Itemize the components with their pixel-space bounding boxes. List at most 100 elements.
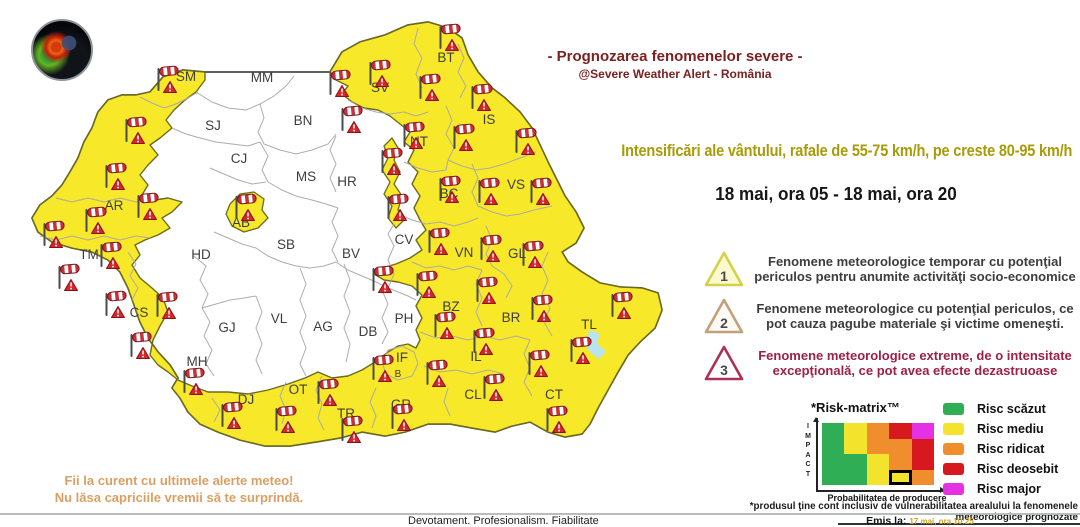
county-label-tl: TL	[581, 317, 597, 332]
county-border-line	[255, 247, 337, 269]
county-label-bz: BZ	[442, 299, 459, 314]
county-border-line	[39, 235, 151, 241]
risk-matrix-cell	[866, 423, 890, 439]
risk-swatch-red	[943, 463, 964, 475]
county-label-tm: TM	[79, 247, 99, 262]
county-label-sb: SB	[277, 237, 295, 252]
wind-alert-icon	[106, 291, 127, 318]
county-border-line	[423, 365, 505, 375]
county-border-line	[171, 127, 261, 147]
county-label-cj: CJ	[231, 151, 248, 166]
county-label-cl: CL	[464, 387, 482, 402]
county-border-line	[201, 295, 257, 309]
county-border-line	[335, 261, 417, 301]
county-label-is: IS	[483, 112, 496, 127]
county-border-line	[263, 133, 337, 155]
county-borders	[39, 27, 553, 431]
warning-level-1-triangle-icon: 1	[698, 250, 750, 288]
county-border-line	[447, 151, 537, 171]
risk-matrix-cell	[822, 469, 845, 486]
warning-triangle-icon	[64, 279, 78, 291]
risk-label: Risc deosebit	[977, 462, 1059, 476]
county-border-line	[381, 289, 389, 345]
county-label-vl: VL	[271, 311, 288, 326]
county-label-mm: MM	[251, 70, 274, 85]
county-label-vn: VN	[455, 245, 474, 260]
footer-divider	[0, 513, 1080, 515]
county-label-b: B	[395, 369, 402, 380]
warning-level-1-text: Fenomene meteorologice temporar cu poten…	[754, 253, 1076, 284]
alert-period: 18 mai, ora 05 - 18 mai, ora 20	[715, 184, 957, 204]
county-label-br: BR	[502, 310, 521, 325]
county-border-line	[541, 251, 553, 337]
county-label-ar: AR	[105, 198, 124, 213]
county-label-dj: DJ	[238, 392, 255, 407]
warning-level-2-text: Fenomene meteorologice cu potenţial peri…	[756, 300, 1074, 331]
county-label-cs: CS	[130, 305, 149, 320]
warning-triangle-icon	[136, 347, 150, 359]
county-border-line	[299, 267, 307, 377]
risk-label: Risc mediu	[977, 422, 1044, 436]
risk-matrix-cell	[822, 454, 845, 470]
county-border-line	[329, 135, 337, 193]
risk-matrix-cell	[822, 438, 845, 455]
county-border-line	[201, 307, 215, 377]
risk-matrix-cell	[844, 438, 867, 455]
county-border-line	[55, 197, 151, 203]
cta-line1: Fii la curent cu ultimele alerte meteo!	[64, 473, 294, 488]
warning-level-3-text: Fenomene meteorologice extreme, de o int…	[758, 347, 1072, 378]
risk-matrix-title: *Risk-matrix™	[811, 400, 900, 415]
warning-level-row-2: 2 Fenomene meteorologice cu potenţial per…	[698, 297, 1080, 335]
probability-axis-line	[816, 488, 945, 493]
impact-axis-line	[814, 417, 819, 490]
county-border-line	[413, 27, 423, 89]
header-block: - Prognozarea fenomenelor severe - @Seve…	[530, 48, 820, 81]
issued-line: Emis la: 17 mai, ora 10:25	[790, 515, 1050, 527]
county-label-ct: CT	[545, 387, 563, 402]
page-title: - Prognozarea fenomenelor severe -	[547, 48, 803, 65]
risk-matrix-cell	[866, 438, 890, 455]
county-border-line	[343, 263, 351, 363]
county-border-line	[397, 213, 479, 227]
county-border-line	[387, 223, 395, 289]
county-border-line	[213, 231, 257, 249]
danube-delta-water	[586, 330, 606, 359]
county-border-line	[457, 43, 467, 99]
county-border-line	[211, 397, 221, 423]
county-border-line	[331, 207, 339, 263]
county-border-line	[477, 205, 553, 217]
risk-matrix-cell	[866, 454, 890, 470]
county-label-sm: SM	[176, 69, 196, 84]
alert-block: Intensificări ale vântului, rafale de 55…	[592, 142, 1080, 205]
risk-matrix-cell	[911, 423, 934, 439]
svg-text:2: 2	[720, 315, 728, 331]
county-label-bn: BN	[294, 113, 313, 128]
warning-level-2-triangle-icon: 2	[698, 297, 750, 335]
risk-matrix-cell	[911, 454, 934, 470]
cta-line2: Nu lăsa capriciile vremii să te surprind…	[54, 489, 304, 505]
county-label-gl: GL	[508, 246, 527, 261]
risk-legend-row: Risc major	[943, 479, 1058, 499]
risk-swatch-orange	[943, 443, 964, 455]
county-label-sj: SJ	[205, 118, 221, 133]
risk-matrix-cell	[911, 438, 934, 455]
county-border-line	[279, 381, 287, 425]
county-label-hd: HD	[191, 247, 211, 262]
risk-legend: Risc scăzut Risc mediu Risc ridicat Risc de…	[943, 399, 1058, 499]
county-border-line	[403, 159, 449, 173]
county-border-line	[255, 295, 263, 375]
county-label-vs: VS	[507, 177, 525, 192]
risk-matrix-cell	[844, 454, 867, 470]
risk-legend-row: Risc deosebit	[943, 459, 1058, 479]
county-label-ms: MS	[296, 169, 316, 184]
county-border-line	[419, 331, 531, 341]
risk-matrix-cell	[889, 454, 912, 470]
svg-text:3: 3	[720, 362, 728, 378]
warning-level-legend: 1 Fenomene meteorologice temporar cu pote…	[698, 250, 1080, 391]
county-border-line	[267, 181, 339, 209]
risk-legend-row: Risc scăzut	[943, 399, 1058, 419]
county-border-line	[209, 167, 267, 185]
